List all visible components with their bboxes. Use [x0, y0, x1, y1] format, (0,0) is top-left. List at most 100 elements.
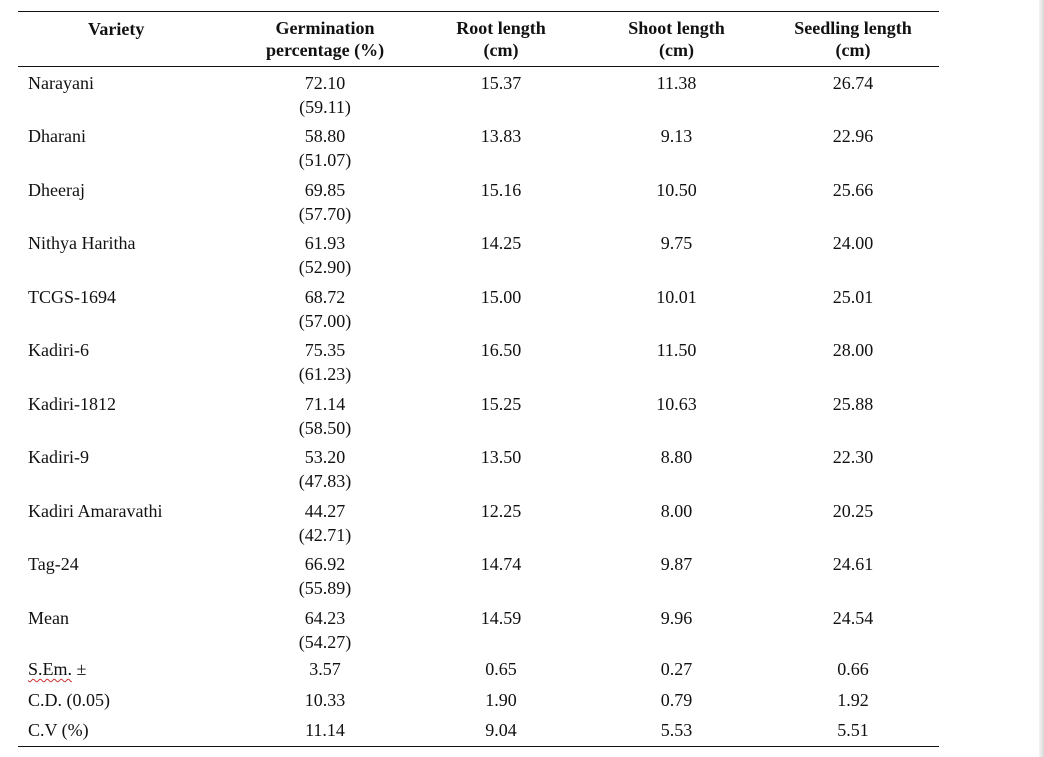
germination-cell: 71.14 (58.50)	[234, 388, 416, 442]
table-row: Kadiri-9 53.20 (47.83) 13.50 8.80 22.30	[18, 441, 939, 495]
table-row: TCGS-1694 68.72 (57.00) 15.00 10.01 25.01	[18, 281, 939, 335]
root-length-cell: 15.16	[480, 179, 522, 200]
variety-cell: Kadiri-6	[28, 340, 89, 360]
seedling-stat-cell: 0.66	[837, 659, 869, 679]
table-row: Nithya Haritha 61.93 (52.90) 14.25 9.75 24.00	[18, 227, 939, 281]
table-header-row: Variety Germination percentage (%) Root …	[18, 11, 939, 67]
shoot-length-cell: 10.01	[656, 286, 697, 307]
header-shoot-length: Shoot length (cm)	[628, 18, 725, 60]
germination-cell: 61.93 (52.90)	[234, 227, 416, 281]
table-row: Kadiri Amaravathi 44.27 (42.71) 12.25 8.00 20…	[18, 495, 939, 549]
germination-value: 71.14	[304, 393, 346, 414]
seedling-length-cell: 24.00	[832, 233, 874, 253]
germination-cell: 69.85 (57.70)	[234, 174, 416, 228]
root-length-cell: 14.59	[480, 607, 522, 628]
variety-cell: Kadiri-1812	[28, 393, 116, 414]
stat-label: C.D. (0.05)	[28, 689, 110, 710]
stat-label-cell: C.V (%)	[18, 716, 234, 747]
root-length-cell: 14.25	[480, 233, 522, 253]
stat-row: C.D. (0.05) 10.33 1.90 0.79 1.92	[18, 686, 939, 717]
seedling-length-cell: 22.96	[832, 126, 874, 146]
root-length-cell: 15.00	[480, 286, 522, 307]
variety-cell: Kadiri-9	[28, 447, 89, 467]
stat-label-suffix: ±	[72, 659, 87, 679]
germination-cell: 68.72 (57.00)	[234, 281, 416, 335]
germination-transformed-value: (57.00)	[298, 310, 352, 331]
seed-quality-table: Variety Germination percentage (%) Root …	[18, 11, 939, 747]
germination-transformed-value: (58.50)	[298, 417, 352, 438]
seedling-length-cell: 22.30	[832, 447, 874, 467]
variety-cell: Dheeraj	[28, 179, 85, 200]
stat-label: C.V (%)	[28, 720, 89, 740]
root-stat-cell: 1.90	[485, 689, 517, 710]
shoot-length-cell: 9.87	[660, 554, 693, 574]
header-root-length: Root length (cm)	[456, 18, 546, 60]
germination-cell: 72.10 (59.11)	[234, 67, 416, 121]
shoot-length-cell: 8.00	[660, 500, 693, 521]
table-row: Narayani 72.10 (59.11) 15.37 11.38 26.74	[18, 67, 939, 121]
shoot-length-cell: 8.80	[660, 447, 693, 467]
variety-cell: Nithya Haritha	[28, 233, 136, 253]
seedling-length-cell: 28.00	[832, 340, 874, 360]
germination-transformed-value: (51.07)	[298, 150, 352, 170]
shoot-length-cell: 10.50	[656, 179, 697, 200]
table-row: Kadiri-1812 71.14 (58.50) 15.25 10.63 25.88	[18, 388, 939, 442]
table-row: Kadiri-6 75.35 (61.23) 16.50 11.50 28.00	[18, 334, 939, 388]
shoot-stat-cell: 0.79	[660, 689, 693, 710]
seedling-stat-cell: 1.92	[837, 689, 869, 710]
shoot-length-cell: 11.50	[656, 340, 697, 360]
germination-transformed-value: (55.89)	[298, 578, 352, 598]
root-stat-cell: 9.04	[485, 720, 517, 740]
germination-stat-cell: 11.14	[305, 720, 345, 740]
variety-cell: Mean	[28, 607, 69, 628]
seedling-length-cell: 20.25	[832, 500, 874, 521]
germination-transformed-value: (47.83)	[298, 471, 352, 491]
germination-stat-cell: 3.57	[309, 659, 341, 679]
germination-transformed-value: (59.11)	[299, 97, 351, 117]
germination-transformed-value: (54.27)	[298, 631, 352, 652]
variety-cell: Narayani	[28, 73, 94, 93]
germination-value: 69.85	[304, 179, 346, 200]
stat-label-cell: C.D. (0.05)	[18, 686, 234, 717]
shoot-stat-cell: 0.27	[660, 659, 693, 679]
shoot-stat-cell: 5.53	[660, 720, 693, 740]
germination-value: 58.80	[304, 126, 346, 146]
germination-stat-cell: 10.33	[304, 689, 346, 710]
variety-cell: Tag-24	[28, 554, 79, 574]
germination-value: 64.23	[304, 607, 346, 628]
shoot-length-cell: 9.75	[660, 233, 693, 253]
page-edge-shadow	[1039, 0, 1044, 757]
shoot-length-cell: 9.13	[660, 126, 693, 146]
germination-transformed-value: (52.90)	[298, 257, 352, 277]
table-row: Dheeraj 69.85 (57.70) 15.16 10.50 25.66	[18, 174, 939, 228]
shoot-length-cell: 11.38	[656, 73, 697, 93]
variety-cell: TCGS-1694	[28, 286, 117, 307]
germination-value: 66.92	[304, 554, 346, 574]
header-seedling-length: Seedling length (cm)	[794, 18, 912, 60]
seedling-length-cell: 25.66	[832, 179, 874, 200]
header-germination: Germination percentage (%)	[265, 18, 385, 60]
root-length-cell: 15.37	[480, 73, 522, 93]
germination-cell: 58.80 (51.07)	[234, 120, 416, 174]
header-variety: Variety	[88, 19, 145, 39]
germination-cell: 64.23 (54.27)	[234, 602, 416, 656]
table-row: Mean 64.23 (54.27) 14.59 9.96 24.54	[18, 602, 939, 656]
stat-row: S.Em. ±3.57 0.65 0.27 0.66	[18, 655, 939, 686]
stat-row: C.V (%) 11.14 9.04 5.53 5.51	[18, 716, 939, 747]
seedling-length-cell: 24.54	[832, 607, 874, 628]
germination-transformed-value: (61.23)	[298, 364, 352, 384]
root-length-cell: 14.74	[480, 554, 522, 574]
germination-cell: 53.20 (47.83)	[234, 441, 416, 495]
germination-cell: 66.92 (55.89)	[234, 548, 416, 602]
stat-label: S.Em.	[28, 659, 73, 679]
germination-cell: 44.27 (42.71)	[234, 495, 416, 549]
germination-value: 53.20	[304, 447, 346, 467]
seedling-length-cell: 26.74	[832, 73, 874, 93]
table-row: Tag-24 66.92 (55.89) 14.74 9.87 24.61	[18, 548, 939, 602]
seedling-length-cell: 24.61	[832, 554, 874, 574]
root-length-cell: 12.25	[480, 500, 522, 521]
seedling-length-cell: 25.88	[832, 393, 874, 414]
seedling-length-cell: 25.01	[832, 286, 874, 307]
root-length-cell: 13.83	[480, 126, 522, 146]
germination-value: 68.72	[304, 286, 346, 307]
